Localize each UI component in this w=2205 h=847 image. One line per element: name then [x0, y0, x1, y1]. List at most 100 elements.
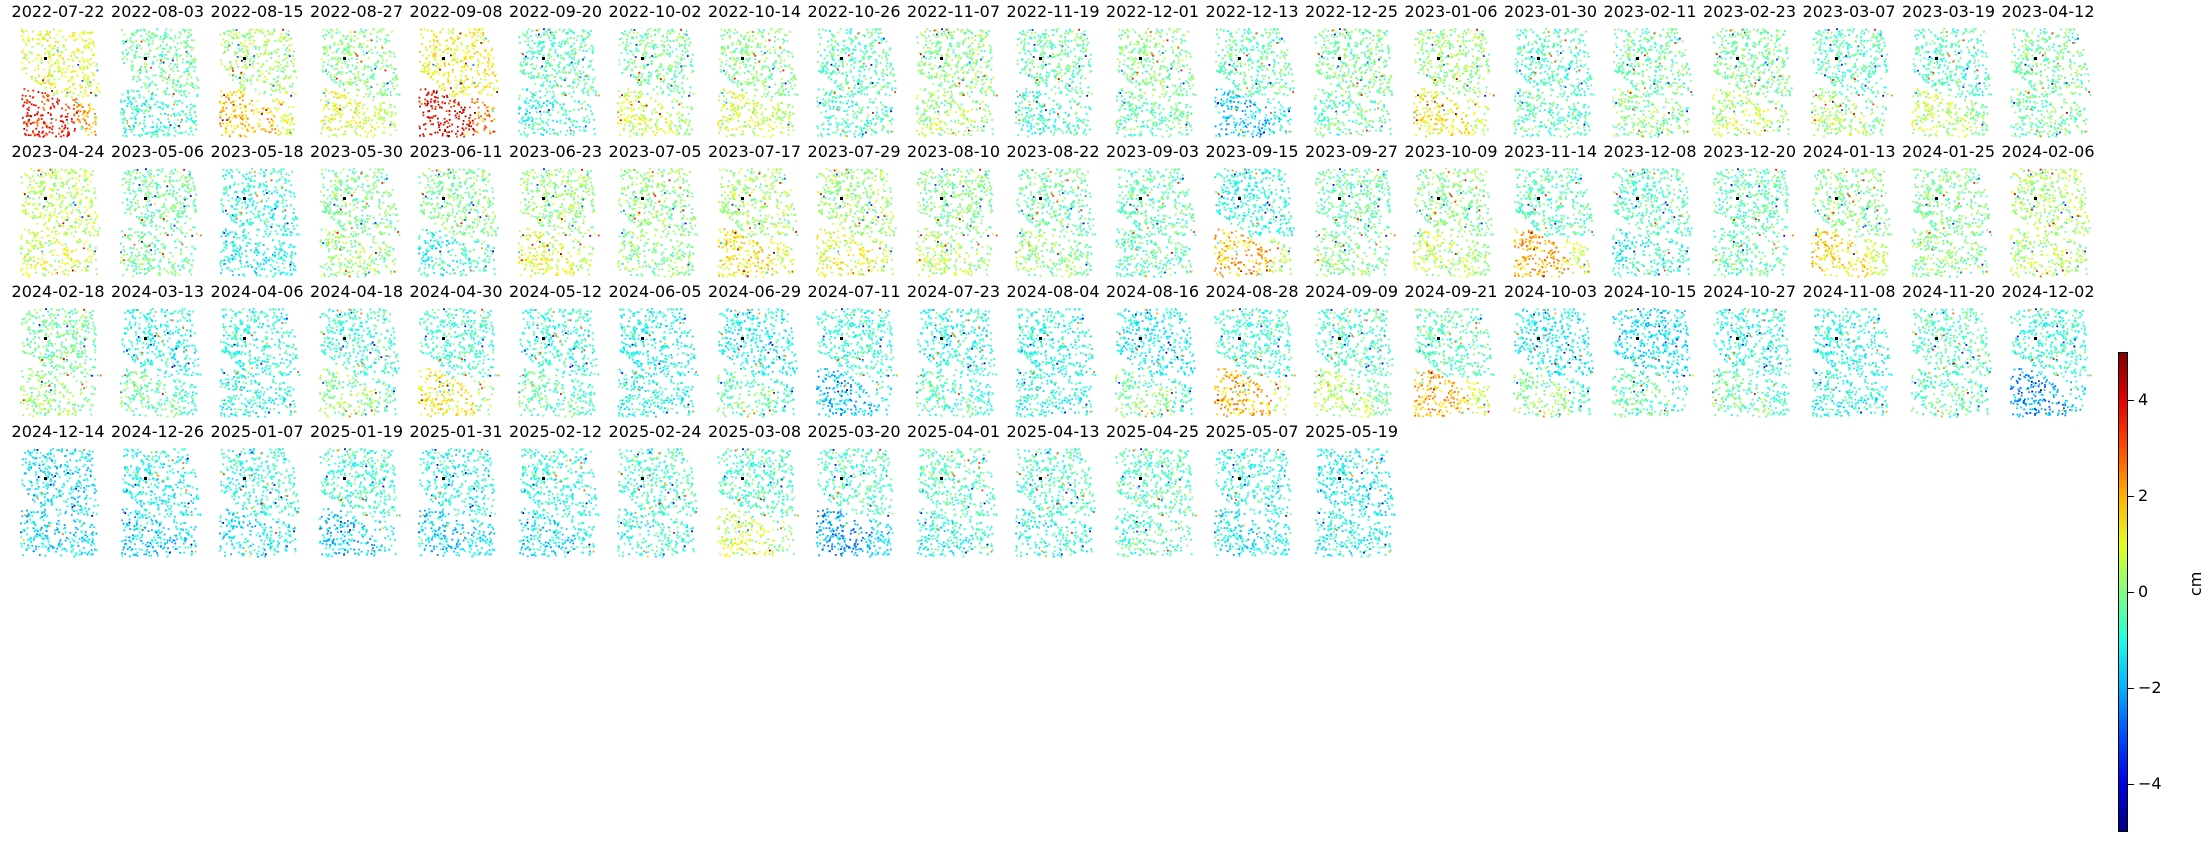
pixel-mark	[773, 36, 776, 38]
pixel-mark	[448, 131, 450, 133]
pixel-mark	[633, 60, 635, 62]
pixel-mark	[623, 68, 626, 71]
pixel-mark	[633, 29, 636, 31]
pixel-mark	[268, 39, 271, 42]
pixel-mark	[354, 51, 356, 54]
pixel-mark	[532, 67, 535, 70]
pixel-mark	[730, 43, 733, 46]
pixel-mark	[856, 125, 858, 128]
pixel-mark	[82, 39, 85, 42]
pixel-mark	[460, 106, 463, 109]
pixel-mark	[41, 38, 44, 41]
pixel-mark	[644, 117, 647, 120]
pixel-mark	[633, 115, 636, 118]
pixel-mark	[342, 106, 345, 109]
pixel-mark	[323, 119, 325, 122]
pixel-mark	[343, 94, 345, 96]
pixel-mark	[631, 35, 633, 38]
pixel-mark	[353, 110, 355, 113]
pixel-mark	[770, 78, 773, 81]
pixel-mark	[385, 34, 388, 36]
pixel-mark	[89, 38, 91, 40]
pixel-mark	[654, 34, 656, 36]
pixel-mark	[144, 83, 147, 86]
pixel-mark	[278, 55, 280, 58]
pixel-mark	[778, 116, 780, 119]
pixel-mark	[73, 35, 76, 38]
pixel-mark	[333, 41, 335, 44]
pixel-mark	[821, 135, 823, 137]
pixel-mark	[755, 79, 758, 82]
pixel-mark	[820, 36, 822, 39]
pixel-mark	[92, 54, 94, 57]
pixel-mark	[561, 30, 564, 33]
pixel-mark	[773, 40, 776, 43]
pixel-mark	[377, 111, 380, 114]
pixel-mark	[537, 28, 539, 31]
pixel-mark	[83, 32, 86, 34]
pixel-mark	[566, 31, 569, 34]
pixel-mark	[284, 58, 287, 60]
pixel-mark	[169, 62, 171, 65]
pixel-mark	[395, 78, 398, 80]
pixel-mark	[175, 124, 178, 127]
pixel-mark	[151, 74, 154, 77]
pixel-mark	[281, 70, 284, 73]
pixel-mark	[524, 63, 527, 65]
pixel-mark	[743, 81, 746, 83]
pixel-mark	[258, 48, 261, 51]
pixel-mark	[87, 59, 89, 62]
pixel-mark	[248, 32, 251, 34]
pixel-mark	[276, 49, 278, 52]
pixel-mark	[86, 81, 89, 83]
pixel-mark	[249, 39, 252, 42]
pixel-mark	[339, 40, 342, 43]
pixel-mark	[829, 117, 832, 119]
pixel-mark	[325, 51, 327, 54]
pixel-mark	[524, 108, 527, 111]
pixel-mark	[290, 59, 293, 62]
pixel-mark	[853, 87, 856, 89]
pixel-mark	[760, 54, 763, 56]
panel-title: 2022-09-20	[509, 4, 602, 20]
pixel-mark	[271, 124, 274, 127]
pixel-mark	[58, 99, 61, 102]
pixel-mark	[338, 96, 340, 99]
pixel-mark	[858, 87, 860, 90]
pixel-mark	[669, 52, 671, 55]
pixel-mark	[731, 41, 733, 44]
pixel-mark	[347, 45, 350, 47]
reference-point-mark	[342, 57, 346, 60]
pixel-mark	[491, 47, 494, 50]
pixel-mark	[86, 45, 88, 48]
pixel-mark	[139, 67, 141, 70]
pixel-mark	[837, 54, 840, 57]
pixel-mark	[759, 43, 762, 45]
pixel-mark	[822, 67, 825, 69]
pixel-mark	[764, 78, 766, 80]
pixel-mark	[79, 87, 82, 89]
pixel-mark	[733, 32, 735, 35]
pixel-mark	[542, 121, 544, 124]
pixel-mark	[45, 86, 47, 89]
pixel-mark	[619, 105, 622, 108]
pixel-mark	[542, 41, 545, 43]
pixel-mark	[131, 78, 134, 81]
pixel-mark	[328, 47, 331, 49]
pixel-mark	[673, 74, 675, 77]
pixel-mark	[342, 84, 344, 86]
pixel-mark	[559, 119, 561, 122]
pixel-mark	[389, 115, 392, 118]
pixel-mark	[341, 51, 343, 54]
pixel-mark	[733, 28, 736, 31]
pixel-mark	[280, 117, 282, 119]
pixel-mark	[691, 71, 693, 74]
pixel-mark	[559, 56, 562, 59]
pixel-mark	[677, 133, 680, 135]
pixel-mark	[21, 30, 23, 32]
pixel-mark	[160, 107, 163, 110]
pixel-mark	[646, 125, 649, 128]
pixel-mark	[524, 55, 527, 58]
pixel-mark	[175, 56, 178, 59]
pixel-mark	[85, 121, 88, 124]
